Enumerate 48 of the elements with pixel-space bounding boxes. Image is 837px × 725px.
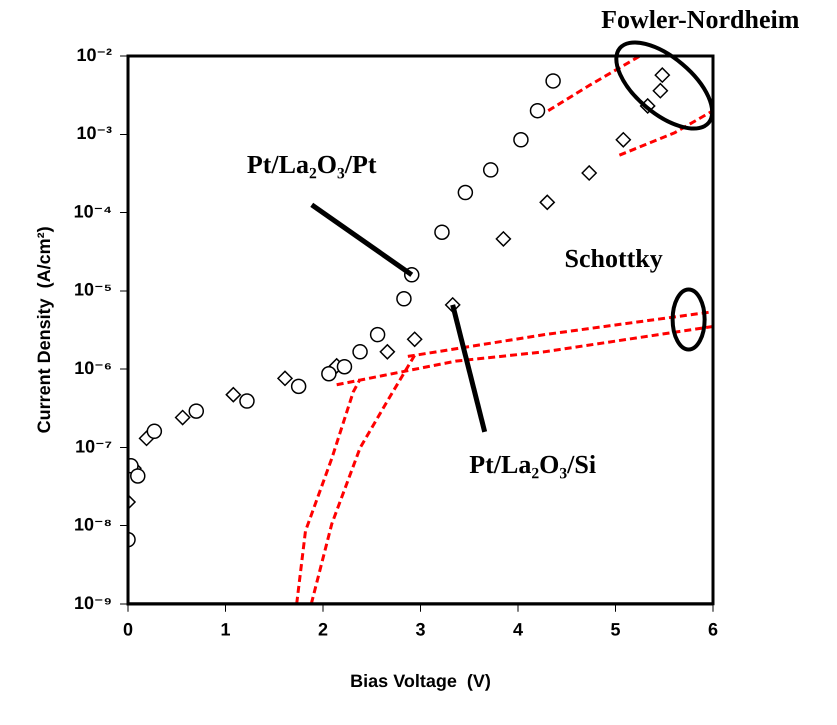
y-tick-label: 10⁻⁸ [74, 514, 112, 535]
point [540, 194, 556, 210]
point [545, 73, 561, 89]
point [290, 378, 306, 394]
point [130, 468, 146, 484]
x-tick-label: 6 [708, 620, 718, 640]
x-tick-label: 3 [416, 620, 426, 640]
point [496, 231, 512, 247]
x-tick-label: 2 [318, 620, 328, 640]
point [482, 162, 498, 178]
point [434, 224, 450, 240]
point [654, 67, 670, 83]
x-tick-label: 4 [513, 620, 524, 640]
point [277, 370, 293, 386]
point [513, 132, 529, 148]
y-tick-label: 10⁻⁶ [74, 358, 112, 378]
point [321, 366, 337, 382]
y-tick-label: 10⁻² [76, 44, 112, 65]
annotation: Fowler-Nordheim [601, 5, 800, 36]
x-tick-label: 5 [610, 620, 621, 640]
point [226, 386, 242, 402]
point [146, 424, 162, 440]
point [530, 102, 546, 118]
text: Pt/La₂O₃/Pt [246, 150, 377, 180]
point [406, 332, 422, 348]
y-tick-label: 10⁻⁵ [74, 280, 112, 300]
point [458, 184, 474, 200]
point [352, 344, 368, 360]
x-tick-label: 0 [123, 620, 134, 640]
point [239, 393, 255, 409]
point [336, 358, 352, 374]
text: Pt/La₂O₃/Si [469, 450, 596, 480]
point [370, 326, 386, 342]
point [652, 82, 668, 98]
y-tick-label: 10⁻⁹ [74, 592, 112, 613]
point [396, 291, 412, 307]
annotation: Schottky [564, 244, 663, 274]
x-axis-title: Bias Voltage (V) [350, 671, 491, 692]
point [380, 344, 396, 360]
y-axis-title: Current Density (A/cm²) [34, 226, 54, 434]
x-tick-label: 1 [220, 620, 231, 640]
point [174, 410, 190, 426]
y-tick-label: 10⁻³ [76, 123, 112, 144]
y-tick-label: 10⁻⁴ [74, 201, 112, 222]
point [188, 403, 204, 419]
point [616, 132, 632, 148]
point [581, 165, 597, 181]
y-tick-label: 10⁻⁷ [75, 436, 112, 456]
